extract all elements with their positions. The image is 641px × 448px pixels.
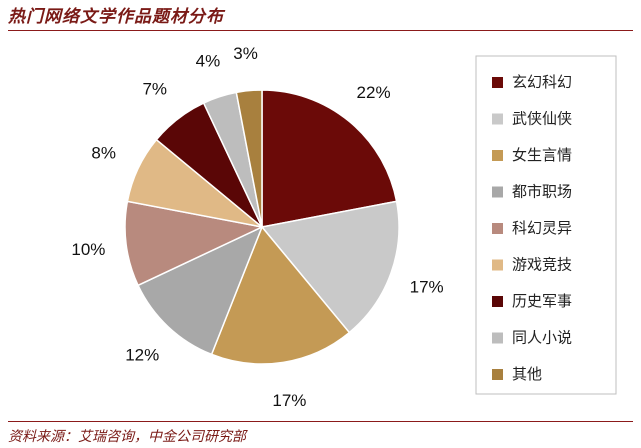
legend-swatch-1 xyxy=(492,77,503,88)
legend-swatch-6 xyxy=(492,259,503,271)
footer-divider xyxy=(8,421,633,422)
legend-label-7: 历史军事 xyxy=(512,292,572,310)
legend-swatch-2 xyxy=(492,113,503,125)
pie-labels: 22% 17% 17% 12% 10% 8% 7% 4% 3% xyxy=(71,44,443,410)
slice-label-4: 12% xyxy=(125,346,159,365)
legend-label-1: 玄幻科幻 xyxy=(512,73,572,91)
legend-swatch-7 xyxy=(492,296,503,307)
legend-swatch-3 xyxy=(492,150,503,161)
pie-slice-2 xyxy=(260,200,400,334)
legend-label-4: 都市职场 xyxy=(512,183,572,201)
chart-title: 热门网络文学作品题材分布 xyxy=(8,7,224,27)
legend-swatch-4 xyxy=(492,186,503,198)
legend-label-2: 武侠仙侠 xyxy=(512,110,572,128)
pie-slice-4 xyxy=(137,225,264,356)
legend-swatch-5 xyxy=(492,223,503,234)
source-note: 资料来源：艾瑞咨询，中金公司研究部 xyxy=(8,429,246,445)
legend-label-8: 同人小说 xyxy=(512,329,572,347)
legend-box xyxy=(475,55,617,395)
pie-slice-5 xyxy=(124,200,265,287)
legend-label-6: 游戏竞技 xyxy=(512,256,572,274)
pie-slice-9 xyxy=(235,89,263,228)
slice-label-7: 7% xyxy=(142,80,167,99)
slice-label-6: 8% xyxy=(91,143,116,162)
slice-label-2: 17% xyxy=(410,277,444,296)
legend-swatch-9 xyxy=(492,369,503,380)
slice-label-3: 17% xyxy=(272,391,306,410)
legend-label-3: 女生言情 xyxy=(512,146,572,164)
legend-swatch-8 xyxy=(492,332,503,344)
slice-label-1: 22% xyxy=(357,83,391,102)
slice-label-9: 3% xyxy=(233,44,258,63)
legend-label-5: 科幻灵异 xyxy=(512,219,572,237)
title-divider xyxy=(8,30,633,31)
pie-slice-1 xyxy=(261,89,398,228)
legend-label-9: 其他 xyxy=(512,365,542,383)
pie-slice-3 xyxy=(210,225,351,365)
slice-label-5: 10% xyxy=(71,240,105,259)
pie-chart: 22% 17% 17% 12% 10% 8% 7% 4% 3% 玄幻科幻武侠仙侠女生言情都市职场… xyxy=(71,44,617,410)
slice-label-8: 4% xyxy=(196,52,221,71)
pie-slices xyxy=(124,89,400,365)
